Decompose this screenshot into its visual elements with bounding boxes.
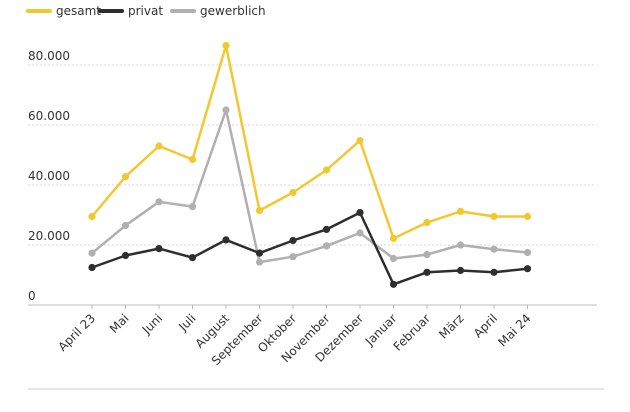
point-gesamt [423, 218, 431, 227]
point-privat [423, 268, 431, 276]
point-gewerblich [255, 258, 264, 266]
point-gesamt [121, 173, 130, 181]
y-tick-label-0: 0 [28, 289, 36, 303]
point-gewerblich [289, 253, 297, 261]
point-privat [523, 265, 532, 273]
point-gewerblich [222, 106, 230, 114]
series-line-privat [91, 211, 528, 286]
point-privat [88, 263, 96, 272]
point-gewerblich [322, 242, 331, 250]
point-gesamt [456, 207, 465, 215]
point-gesamt [523, 212, 532, 221]
point-privat [289, 236, 297, 245]
point-gewerblich [188, 203, 197, 211]
point-gesamt [155, 142, 163, 150]
point-gesamt [222, 41, 230, 50]
point-gesamt [490, 212, 498, 221]
point-privat [222, 236, 230, 244]
grid-lines [28, 64, 597, 306]
x-tick-label: Mai [107, 311, 132, 336]
point-privat [389, 280, 398, 288]
x-tick-label: Juni [139, 311, 165, 337]
point-privat [255, 249, 264, 257]
point-privat [356, 209, 364, 217]
y-tick-label-40000: 40.000 [28, 169, 70, 183]
point-gewerblich [423, 251, 431, 259]
series-line-gewerblich [91, 108, 528, 264]
point-privat [322, 225, 331, 233]
x-tick-label: Februar [391, 311, 434, 354]
point-gewerblich [155, 198, 163, 206]
point-gewerblich [456, 241, 465, 249]
x-tick-label: Juli [175, 311, 198, 334]
x-tick-label: Mai 24 [495, 311, 533, 349]
point-gewerblich [121, 221, 130, 230]
point-gesamt [289, 188, 297, 197]
point-gesamt [255, 206, 264, 215]
point-privat [188, 254, 197, 262]
point-gewerblich [88, 249, 96, 257]
point-gesamt [356, 137, 364, 145]
series-lines [88, 41, 532, 288]
series-line-gesamt [91, 44, 528, 240]
y-tick-label-80000: 80.000 [28, 49, 70, 63]
chart-legend: gesamt privat gewerblich [26, 4, 266, 18]
x-tick-label: April [471, 311, 500, 340]
legend-label-gewerblich: gewerblich [200, 4, 266, 18]
point-gesamt [188, 155, 197, 164]
x-axis-tick-marks [91, 305, 528, 309]
point-gesamt [322, 166, 331, 174]
point-gewerblich [523, 248, 532, 257]
point-gewerblich [356, 229, 364, 237]
point-privat [155, 245, 163, 253]
point-gewerblich [389, 254, 398, 263]
point-privat [490, 268, 498, 276]
x-tick-label: März [436, 311, 466, 341]
x-tick-label: April 23 [55, 311, 98, 354]
point-gesamt [88, 212, 96, 221]
point-privat [121, 251, 130, 260]
x-axis-tick-labels: April 23 Mai Juni JuliAugustSeptemberOktobe… [55, 311, 533, 368]
legend-label-privat: privat [128, 4, 163, 18]
y-tick-label-60000: 60.000 [28, 109, 70, 123]
point-gesamt [389, 234, 398, 242]
point-privat [456, 266, 465, 275]
y-axis-tick-labels: 0 20.000 40.000 60.000 80.000 [28, 49, 70, 303]
point-gewerblich [490, 245, 498, 253]
y-tick-label-20000: 20.000 [28, 229, 70, 243]
legend-label-gesamt: gesamt [56, 4, 101, 18]
